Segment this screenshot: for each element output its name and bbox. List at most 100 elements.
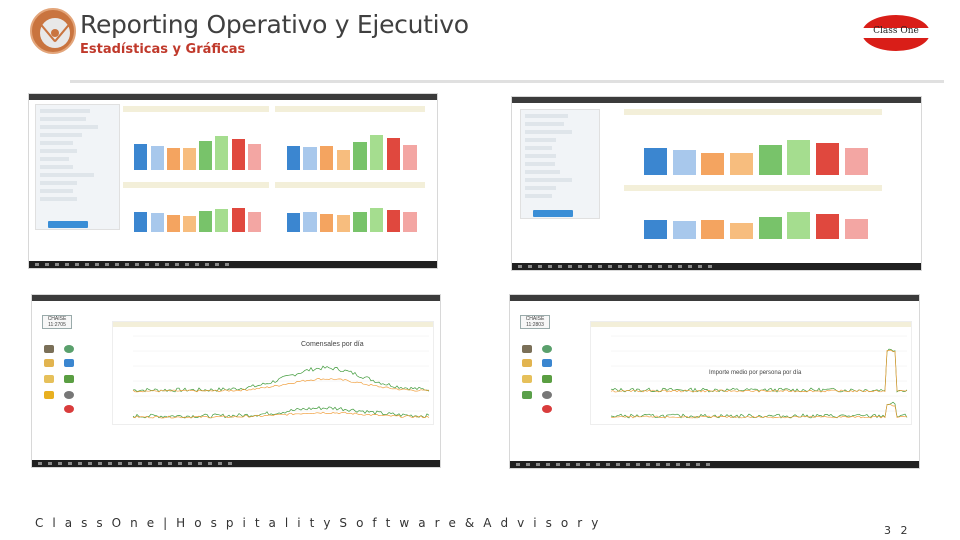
- taskbar-icon[interactable]: [576, 463, 580, 466]
- gear-icon[interactable]: [64, 391, 74, 399]
- taskbar-icon[interactable]: [125, 263, 129, 266]
- taskbar-icon[interactable]: [195, 263, 199, 266]
- bar-chart-icon[interactable]: [542, 375, 552, 383]
- taskbar-icon[interactable]: [138, 462, 142, 465]
- taskbar-icon[interactable]: [598, 265, 602, 268]
- taskbar-icon[interactable]: [215, 263, 219, 266]
- taskbar-icon[interactable]: [528, 265, 532, 268]
- taskbar-icon[interactable]: [668, 265, 672, 268]
- taskbar-icon[interactable]: [98, 462, 102, 465]
- bar-chart-icon[interactable]: [64, 375, 74, 383]
- taskbar-icon[interactable]: [608, 265, 612, 268]
- star-icon[interactable]: [522, 391, 532, 399]
- taskbar-icon[interactable]: [578, 265, 582, 268]
- taskbar-icon[interactable]: [198, 462, 202, 465]
- taskbar-icon[interactable]: [628, 265, 632, 268]
- taskbar-icon[interactable]: [676, 463, 680, 466]
- taskbar-icon[interactable]: [666, 463, 670, 466]
- taskbar-icon[interactable]: [546, 463, 550, 466]
- taskbar-icon[interactable]: [616, 463, 620, 466]
- taskbar-icon[interactable]: [618, 265, 622, 268]
- taskbar-icon[interactable]: [58, 462, 62, 465]
- taskbar-icon[interactable]: [648, 265, 652, 268]
- folder-icon[interactable]: [44, 375, 54, 383]
- taskbar-icon[interactable]: [148, 462, 152, 465]
- taskbar-icon[interactable]: [566, 463, 570, 466]
- note-icon[interactable]: [44, 359, 54, 367]
- taskbar-icon[interactable]: [48, 462, 52, 465]
- taskbar-icon[interactable]: [556, 463, 560, 466]
- taskbar-icon[interactable]: [185, 263, 189, 266]
- taskbar-icon[interactable]: [658, 265, 662, 268]
- taskbar-icon[interactable]: [686, 463, 690, 466]
- taskbar-icon[interactable]: [35, 263, 39, 266]
- taskbar-icon[interactable]: [558, 265, 562, 268]
- taskbar-icon[interactable]: [706, 463, 710, 466]
- taskbar-icon[interactable]: [526, 463, 530, 466]
- taskbar-icon[interactable]: [596, 463, 600, 466]
- taskbar-icon[interactable]: [518, 265, 522, 268]
- taskbar-icon[interactable]: [218, 462, 222, 465]
- taskbar-icon[interactable]: [85, 263, 89, 266]
- taskbar-icon[interactable]: [188, 462, 192, 465]
- chat-icon[interactable]: [64, 345, 74, 353]
- search-button[interactable]: [48, 221, 88, 228]
- taskbar-icon[interactable]: [158, 462, 162, 465]
- taskbar-icon[interactable]: [95, 263, 99, 266]
- taskbar-icon[interactable]: [646, 463, 650, 466]
- taskbar-icon[interactable]: [536, 463, 540, 466]
- folder-icon[interactable]: [522, 375, 532, 383]
- taskbar-icon[interactable]: [678, 265, 682, 268]
- taskbar-icon[interactable]: [128, 462, 132, 465]
- taskbar-icon[interactable]: [516, 463, 520, 466]
- taskbar-icon[interactable]: [228, 462, 232, 465]
- chat-icon[interactable]: [542, 345, 552, 353]
- taskbar-icon[interactable]: [75, 263, 79, 266]
- taskbar-icon[interactable]: [548, 265, 552, 268]
- power-icon[interactable]: [64, 405, 74, 413]
- taskbar-icon[interactable]: [568, 265, 572, 268]
- taskbar-icon[interactable]: [65, 263, 69, 266]
- taskbar-icon[interactable]: [638, 265, 642, 268]
- taskbar-icon[interactable]: [108, 462, 112, 465]
- calendar-icon[interactable]: [44, 345, 54, 353]
- taskbar-icon[interactable]: [696, 463, 700, 466]
- taskbar-icon[interactable]: [588, 265, 592, 268]
- taskbar-icon[interactable]: [145, 263, 149, 266]
- taskbar-icon[interactable]: [165, 263, 169, 266]
- taskbar-icon[interactable]: [68, 462, 72, 465]
- taskbar-icon[interactable]: [205, 263, 209, 266]
- taskbar-icon[interactable]: [538, 265, 542, 268]
- chart-icon[interactable]: [542, 359, 552, 367]
- gear-icon[interactable]: [542, 391, 552, 399]
- taskbar-icon[interactable]: [626, 463, 630, 466]
- taskbar-icon[interactable]: [656, 463, 660, 466]
- search-button[interactable]: [533, 210, 573, 217]
- taskbar-icon[interactable]: [135, 263, 139, 266]
- taskbar-icon[interactable]: [105, 263, 109, 266]
- taskbar-icon[interactable]: [55, 263, 59, 266]
- taskbar-icon[interactable]: [168, 462, 172, 465]
- chart-icon[interactable]: [64, 359, 74, 367]
- taskbar-icon[interactable]: [208, 462, 212, 465]
- taskbar-icon[interactable]: [688, 265, 692, 268]
- taskbar-icon[interactable]: [118, 462, 122, 465]
- calendar-icon[interactable]: [522, 345, 532, 353]
- taskbar-icon[interactable]: [698, 265, 702, 268]
- taskbar-icon[interactable]: [175, 263, 179, 266]
- taskbar-icon[interactable]: [88, 462, 92, 465]
- taskbar-icon[interactable]: [38, 462, 42, 465]
- taskbar-icon[interactable]: [225, 263, 229, 266]
- note-icon[interactable]: [522, 359, 532, 367]
- taskbar-icon[interactable]: [78, 462, 82, 465]
- taskbar-icon[interactable]: [586, 463, 590, 466]
- taskbar-icon[interactable]: [45, 263, 49, 266]
- taskbar-icon[interactable]: [708, 265, 712, 268]
- taskbar-icon[interactable]: [178, 462, 182, 465]
- taskbar-icon[interactable]: [636, 463, 640, 466]
- taskbar-icon[interactable]: [115, 263, 119, 266]
- taskbar-icon[interactable]: [606, 463, 610, 466]
- star-icon[interactable]: [44, 391, 54, 399]
- power-icon[interactable]: [542, 405, 552, 413]
- taskbar-icon[interactable]: [155, 263, 159, 266]
